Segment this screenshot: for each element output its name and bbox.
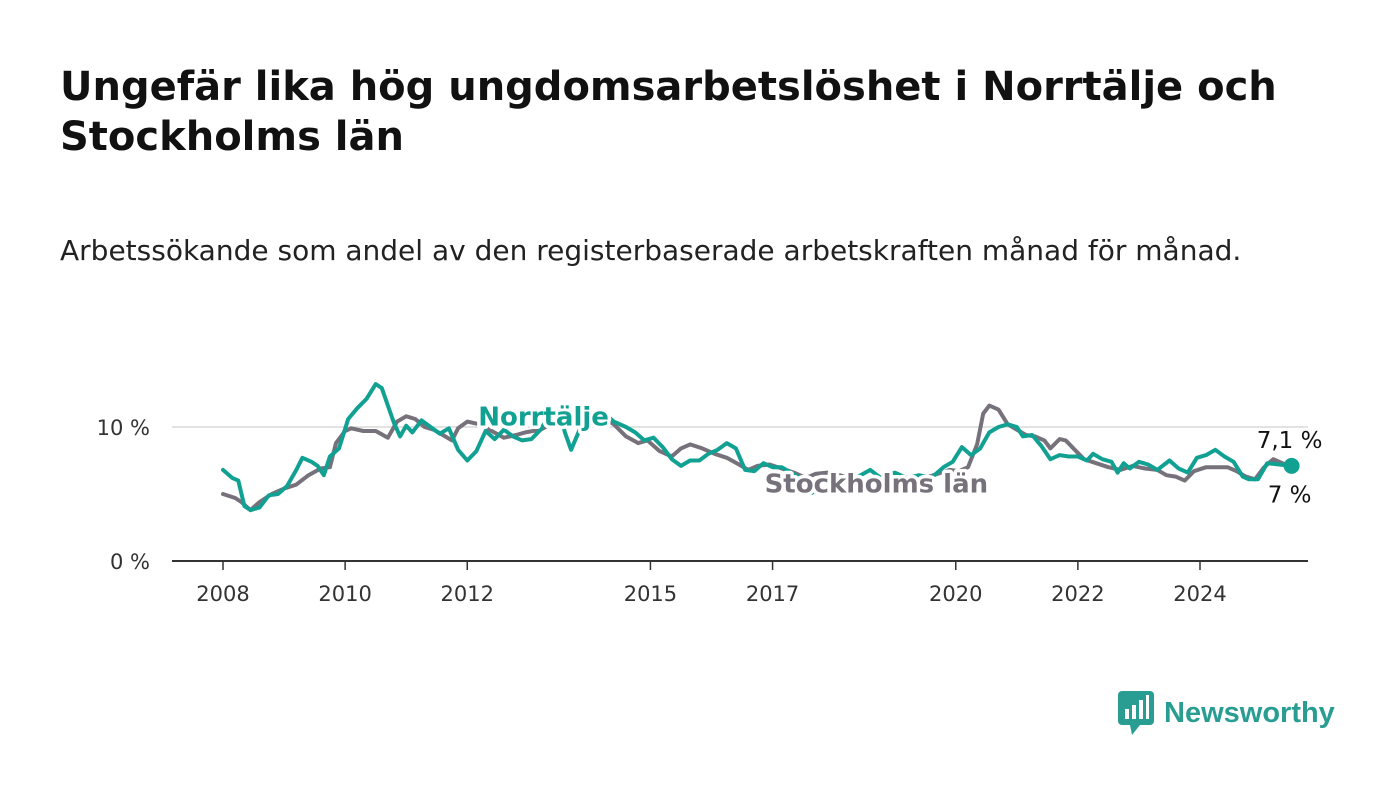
newsworthy-brand: Newsworthy [1118, 690, 1335, 736]
series-line [221, 382, 1294, 513]
x-tick-label: 2008 [196, 582, 249, 606]
end-value-label-halo: 7,1 % [1257, 428, 1323, 454]
end-value-label-halo: 7 % [1268, 483, 1312, 509]
series-lines [221, 382, 1300, 513]
end-value-label: 7,1 % [1257, 428, 1323, 454]
x-tick-label: 2012 [441, 582, 494, 606]
series-label: Stockholms län [765, 470, 989, 500]
x-tick-label: 2010 [318, 582, 371, 606]
chart-subtitle: Arbetssökande som andel av den registerb… [60, 234, 1242, 267]
x-tick-label: 2017 [746, 582, 799, 606]
end-value-label: 7 % [1268, 483, 1312, 509]
x-tick-label: 2015 [624, 582, 677, 606]
y-tick-label: 0 % [110, 550, 150, 574]
series-label: Norrtälje [478, 403, 609, 433]
axis-ticks: 0 % 10 % 2008 2010 2012 2015 2017 2020 2022 2024 [97, 416, 1308, 606]
y-tick-label: 10 % [97, 416, 150, 440]
x-tick-label: 2022 [1051, 582, 1104, 606]
chart-title: Ungefär lika hög ungdomsarbetslöshet i N… [60, 64, 1277, 160]
x-tick-label: 2024 [1173, 582, 1226, 606]
series-label-halo: Norrtälje [478, 403, 609, 433]
series-line [221, 403, 1294, 513]
x-tick-label: 2020 [929, 582, 982, 606]
newsworthy-bar-chart-icon [1118, 691, 1154, 735]
series-label-halo: Stockholms län [765, 470, 989, 500]
brand-name: Newsworthy [1164, 696, 1335, 729]
end-point-marker [1283, 457, 1300, 474]
